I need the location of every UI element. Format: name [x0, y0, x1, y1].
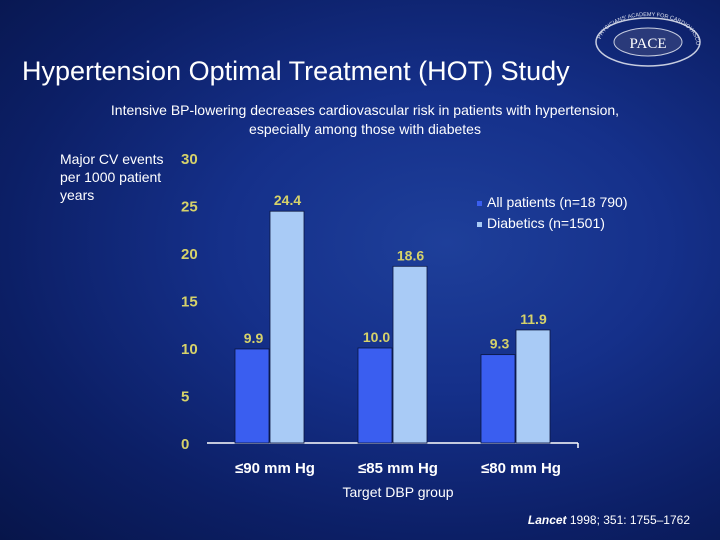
legend-swatch	[477, 201, 482, 206]
y-tick-label: 15	[181, 294, 198, 311]
slide-subtitle: Intensive BP-lowering decreases cardiova…	[30, 101, 700, 139]
bar-diabetics	[392, 265, 428, 444]
x-category-labels: ≤90 mm Hg ≤85 mm Hg ≤80 mm Hg	[235, 460, 561, 477]
y-tick-label: 0	[181, 436, 189, 453]
y-tick-label: 25	[181, 199, 198, 216]
data-label: 9.3	[490, 336, 510, 352]
data-label: 9.9	[244, 330, 264, 346]
legend-label: Diabetics (n=1501)	[487, 215, 605, 231]
bar-all-patients	[357, 347, 393, 444]
chart-bars	[234, 210, 551, 444]
x-category-label: ≤90 mm Hg	[235, 460, 315, 477]
bar-diabetics	[269, 210, 305, 444]
chart-legend: All patients (n=18 790) Diabetics (n=1501…	[477, 194, 627, 231]
data-label: 18.6	[397, 247, 424, 263]
y-tick-label: 30	[181, 151, 198, 168]
bar-all-patients	[234, 348, 270, 444]
pace-logo: PHYSICIANS' ACADEMY FOR CARDIOVASCULAR E…	[588, 8, 701, 67]
data-labels: 9.9 24.4 10.0 18.6 9.3 11.9	[244, 192, 547, 351]
bar-diabetics	[515, 329, 551, 444]
citation-reference: 1998; 351: 1755–1762	[566, 513, 690, 527]
logo-text: PACE	[630, 36, 667, 52]
chart-axes	[207, 442, 579, 448]
subtitle-line-2: especially among those with diabetes	[249, 121, 481, 137]
data-label: 11.9	[520, 311, 547, 327]
slide-title: Hypertension Optimal Treatment (HOT) Stu…	[22, 56, 570, 86]
x-axis-label: Target DBP group	[342, 484, 453, 500]
y-tick-label: 10	[181, 341, 198, 358]
subtitle-line-1: Intensive BP-lowering decreases cardiova…	[110, 102, 620, 118]
y-tick-label: 5	[181, 389, 189, 406]
logo-ring	[595, 17, 701, 67]
bar-all-patients	[480, 354, 516, 444]
y-axis-label: Major CV events per 1000 patient years	[60, 151, 164, 203]
x-category-label: ≤80 mm Hg	[481, 460, 561, 477]
logo-core	[613, 27, 683, 57]
citation: Lancet 1998; 351: 1755–1762	[528, 513, 690, 527]
y-tick-labels: 0 5 10 15 20 25 30	[181, 151, 198, 453]
x-category-label: ≤85 mm Hg	[358, 460, 438, 477]
legend-label: All patients (n=18 790)	[487, 194, 627, 210]
legend-swatch	[477, 222, 482, 227]
data-label: 24.4	[274, 192, 301, 208]
y-tick-label: 20	[181, 246, 198, 263]
data-label: 10.0	[363, 329, 390, 345]
citation-journal: Lancet	[527, 513, 567, 527]
